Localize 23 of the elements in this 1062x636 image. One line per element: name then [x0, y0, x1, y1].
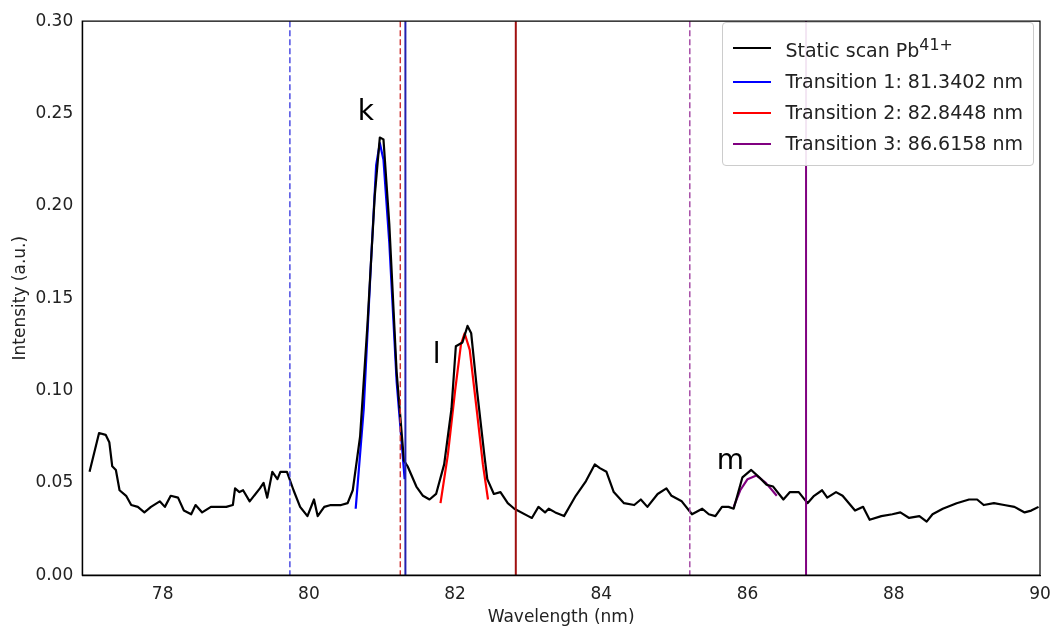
legend-label: Transition 2: 82.8448 nm: [785, 100, 1023, 126]
x-tick-label: 82: [444, 582, 466, 603]
x-tick-label: 80: [298, 582, 320, 603]
annotation: m: [716, 442, 744, 476]
x-tick-label: 88: [882, 582, 905, 603]
legend-label: Transition 3: 86.6158 nm: [785, 131, 1023, 157]
y-axis-title: Intensity (a.u.): [8, 235, 29, 361]
legend-label: Transition 1: 81.3402 nm: [785, 69, 1023, 95]
legend-label: Static scan Pb$^{41+}$: [785, 34, 953, 64]
x-tick-label: 90: [1029, 582, 1051, 603]
y-tick-label: 0.00: [35, 563, 74, 584]
y-tick-label: 0.20: [35, 194, 74, 215]
y-tick-label: 0.30: [35, 9, 74, 30]
y-tick-label: 0.15: [35, 286, 74, 307]
y-tick-label: 0.10: [35, 378, 74, 399]
x-tick-label: 84: [590, 582, 613, 603]
x-tick-label: 86: [736, 582, 759, 603]
annotation: k: [357, 94, 375, 128]
x-axis-title: Wavelength (nm): [487, 606, 635, 627]
annotation: l: [432, 336, 441, 370]
y-tick-label: 0.05: [35, 471, 74, 492]
x-tick-label: 78: [151, 582, 174, 603]
y-tick-label: 0.25: [35, 101, 74, 122]
